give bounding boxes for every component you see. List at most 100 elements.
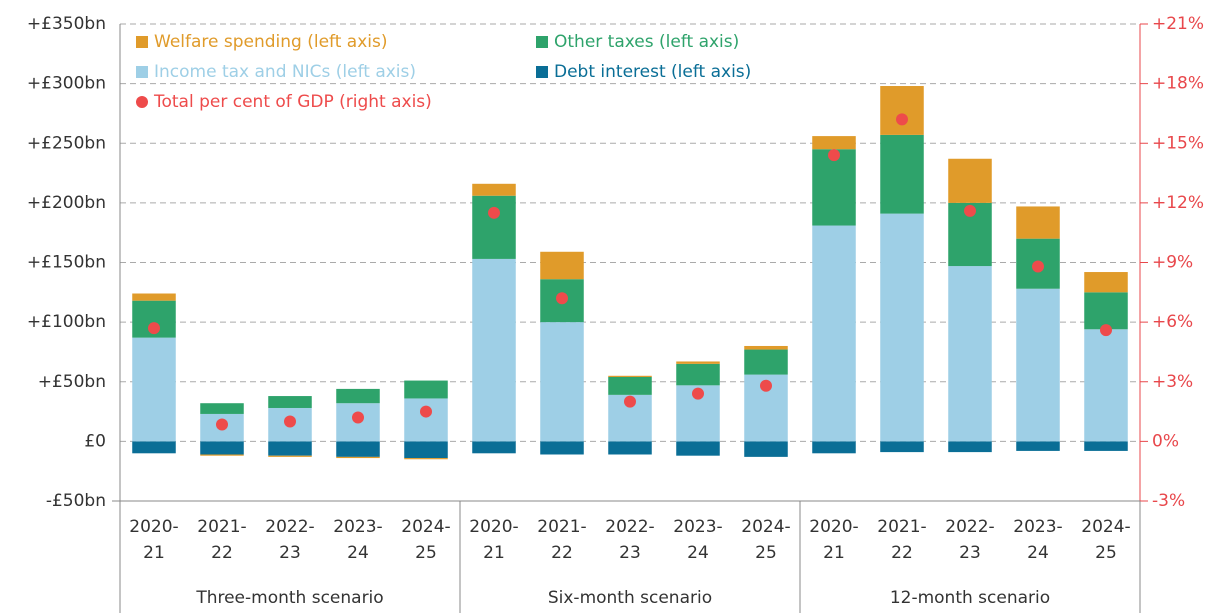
x-tick-label: 22 bbox=[551, 543, 573, 563]
legend-marker bbox=[136, 96, 148, 108]
bar-segment bbox=[200, 403, 244, 414]
dot bbox=[896, 113, 908, 126]
y-tick-label: +£300bn bbox=[27, 74, 106, 94]
x-tick-label: 2020- bbox=[809, 517, 858, 537]
x-tick-label: 22 bbox=[891, 543, 913, 563]
bar-segment bbox=[540, 441, 584, 455]
bar-segment bbox=[472, 441, 516, 454]
x-tick-label: 24 bbox=[1027, 543, 1049, 563]
bar-segment bbox=[472, 195, 516, 259]
bar-segment bbox=[880, 134, 924, 214]
y-tick-label: +£350bn bbox=[27, 14, 106, 34]
dot bbox=[828, 149, 840, 162]
dot bbox=[556, 292, 568, 305]
y2-tick-label: 0% bbox=[1152, 431, 1179, 451]
y-tick-label: -£50bn bbox=[46, 491, 106, 511]
x-tick-label: 21 bbox=[143, 543, 165, 563]
bar-segment bbox=[404, 458, 448, 460]
y-tick-label: £0 bbox=[84, 431, 106, 451]
y2-tick-label: +6% bbox=[1152, 312, 1193, 332]
bar-segment bbox=[268, 441, 312, 456]
x-tick-label: 2021- bbox=[197, 517, 246, 537]
dot bbox=[216, 418, 228, 431]
bar-segment bbox=[540, 322, 584, 442]
bar-segment bbox=[948, 441, 992, 453]
legend-swatch bbox=[136, 66, 148, 78]
dot bbox=[1100, 324, 1112, 337]
dot bbox=[624, 395, 636, 408]
legend-swatch bbox=[136, 36, 148, 48]
bar-segment bbox=[1084, 441, 1128, 451]
group-label: Three-month scenario bbox=[195, 588, 383, 608]
bar-segment bbox=[608, 441, 652, 455]
dot bbox=[352, 411, 364, 424]
bar-segment bbox=[676, 363, 720, 386]
y2-tick-label: +3% bbox=[1152, 372, 1193, 392]
bar-segment bbox=[676, 441, 720, 456]
x-tick-label: 2023- bbox=[1013, 517, 1062, 537]
bar-segment bbox=[404, 380, 448, 399]
y2-tick-label: -3% bbox=[1152, 491, 1185, 511]
bar-segment bbox=[744, 345, 788, 350]
bar-segment bbox=[404, 398, 448, 442]
bar-segment bbox=[132, 441, 176, 454]
bar-segment bbox=[948, 158, 992, 203]
group-label: Six-month scenario bbox=[548, 588, 712, 608]
legend-label: Income tax and NICs (left axis) bbox=[154, 62, 416, 82]
dot bbox=[420, 405, 432, 418]
x-tick-label: 22 bbox=[211, 543, 233, 563]
x-tick-label: 2023- bbox=[333, 517, 382, 537]
bar-segment bbox=[336, 388, 380, 404]
y-tick-label: +£250bn bbox=[27, 133, 106, 153]
y-tick-label: +£50bn bbox=[38, 372, 106, 392]
x-tick-label: 2020- bbox=[129, 517, 178, 537]
x-tick-label: 21 bbox=[823, 543, 845, 563]
dot bbox=[1032, 260, 1044, 273]
legend-swatch bbox=[536, 36, 548, 48]
x-tick-label: 2021- bbox=[877, 517, 926, 537]
dot bbox=[964, 204, 976, 217]
x-tick-label: 25 bbox=[755, 543, 777, 563]
x-tick-label: 2024- bbox=[741, 517, 790, 537]
y-tick-label: +£200bn bbox=[27, 193, 106, 213]
legend-label: Welfare spending (left axis) bbox=[154, 32, 388, 52]
bar-segment bbox=[472, 258, 516, 442]
y-tick-label: +£100bn bbox=[27, 312, 106, 332]
y-tick-label: +£150bn bbox=[27, 253, 106, 273]
x-tick-label: 2022- bbox=[945, 517, 994, 537]
x-tick-label: 24 bbox=[347, 543, 369, 563]
bar-segment bbox=[132, 293, 176, 301]
x-tick-label: 23 bbox=[279, 543, 301, 563]
bar-segment bbox=[268, 455, 312, 457]
x-tick-label: 25 bbox=[415, 543, 437, 563]
x-tick-label: 25 bbox=[1095, 543, 1117, 563]
bar-segment bbox=[812, 149, 856, 226]
y2-tick-label: +21% bbox=[1152, 14, 1204, 34]
bar-segment bbox=[1084, 329, 1128, 442]
bar-segment bbox=[948, 266, 992, 442]
x-tick-label: 2021- bbox=[537, 517, 586, 537]
bar-segment bbox=[880, 213, 924, 442]
x-tick-label: 24 bbox=[687, 543, 709, 563]
bar-segment bbox=[880, 86, 924, 135]
dot bbox=[488, 206, 500, 219]
bar-segment bbox=[1084, 272, 1128, 293]
x-tick-label: 2023- bbox=[673, 517, 722, 537]
bar-segment bbox=[812, 441, 856, 454]
dot bbox=[148, 322, 160, 335]
legend-label: Total per cent of GDP (right axis) bbox=[153, 92, 432, 112]
bar-segment bbox=[608, 375, 652, 377]
dot bbox=[692, 387, 704, 400]
bar-segment bbox=[744, 441, 788, 457]
bar-segment bbox=[200, 441, 244, 455]
y2-tick-label: +12% bbox=[1152, 193, 1204, 213]
x-tick-label: 2024- bbox=[1081, 517, 1130, 537]
bar-segment bbox=[404, 441, 448, 459]
bar-segment bbox=[1084, 292, 1128, 330]
bar-segment bbox=[744, 349, 788, 375]
dot bbox=[284, 415, 296, 428]
bar-segment bbox=[1016, 206, 1060, 239]
x-tick-label: 2022- bbox=[265, 517, 314, 537]
x-tick-label: 23 bbox=[619, 543, 641, 563]
